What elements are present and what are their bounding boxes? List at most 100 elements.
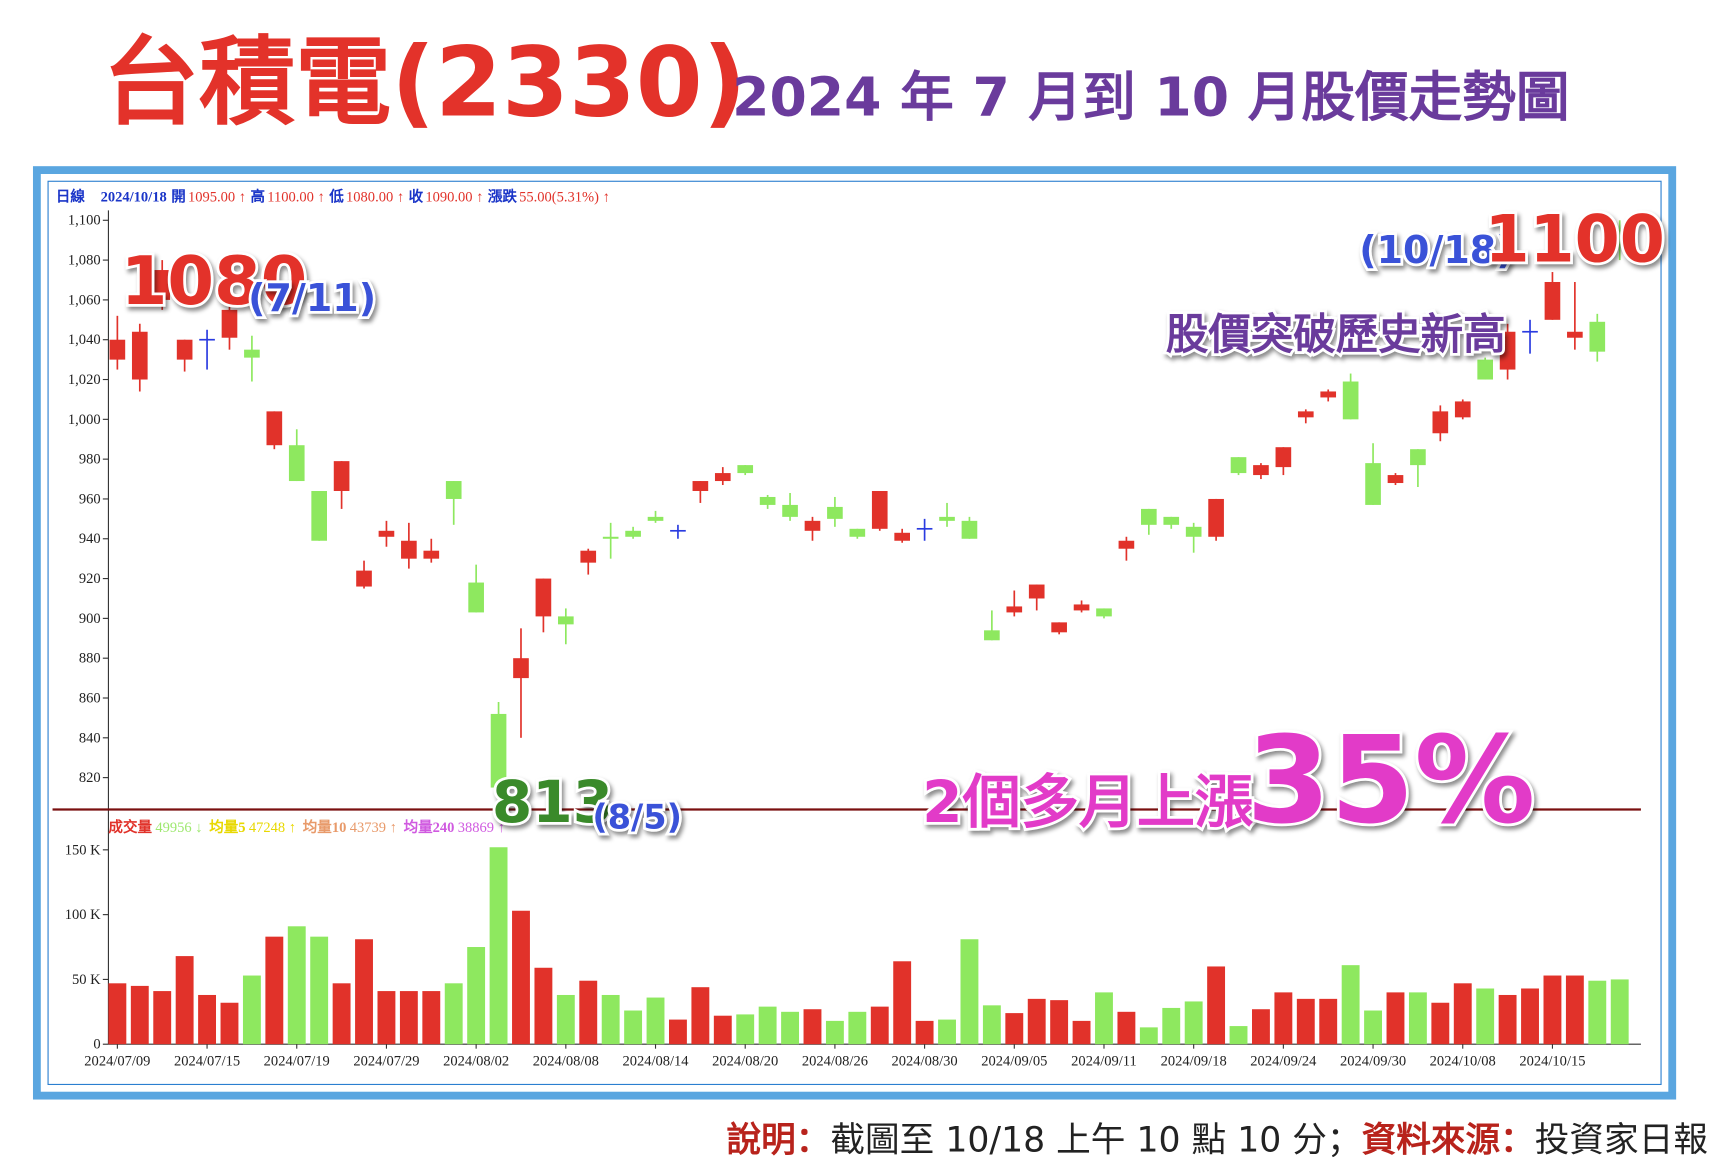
annotation: 股價突破歷史新高 <box>1166 311 1506 360</box>
volume-bar <box>1274 992 1293 1045</box>
candle-body <box>1118 540 1135 549</box>
candle-body <box>1208 498 1224 537</box>
value: 55.00(5.31%) ↑ <box>519 189 610 205</box>
volume-bar <box>960 939 979 1045</box>
volume-bar <box>1408 992 1427 1045</box>
volume-bar <box>444 983 463 1045</box>
candle-body <box>1028 584 1045 599</box>
candle-body <box>1410 449 1426 466</box>
label: 日線 <box>56 187 86 205</box>
volume-bar <box>691 987 710 1045</box>
volume-bar <box>803 1009 822 1045</box>
volume-bar <box>938 1019 956 1045</box>
candle-body <box>782 504 798 517</box>
candle-body <box>1499 331 1516 370</box>
candle-body <box>1073 604 1090 611</box>
candle-body <box>356 570 372 587</box>
y-tick-label: 860 <box>79 690 101 706</box>
volume-bar <box>1229 1026 1248 1045</box>
label: 開 <box>171 188 186 205</box>
volume-bar <box>399 991 418 1045</box>
volume-bar <box>870 1006 889 1045</box>
volume-bar <box>1207 966 1226 1045</box>
candle-body <box>468 582 484 613</box>
value: 47248 ↑ <box>249 820 296 836</box>
volume-bar <box>377 991 396 1045</box>
value: 49956 ↓ <box>155 820 202 836</box>
footer: 說明：截圖至 10/18 上午 10 點 10 分；資料來源：投資家日報 <box>726 1121 1708 1161</box>
volume-bar <box>1072 1020 1091 1045</box>
value: 1100.00 ↑ <box>267 189 325 205</box>
candle-body <box>871 490 888 529</box>
candle-body <box>1096 608 1112 617</box>
x-tick-label: 2024/09/30 <box>1340 1053 1406 1069</box>
volume-bar <box>713 1015 732 1045</box>
candle-body <box>1185 526 1202 537</box>
candle-body <box>714 473 731 482</box>
volume-bar <box>287 926 306 1045</box>
candle-body <box>154 270 171 300</box>
volume-bar <box>1521 988 1539 1045</box>
candle-body <box>131 331 148 380</box>
annotation: (8/5) <box>592 797 682 836</box>
candle-body <box>849 528 866 537</box>
volume-bar <box>1050 1000 1069 1045</box>
footer-label: 說明： <box>726 1121 830 1161</box>
y-tick-label: 50 K <box>72 972 101 988</box>
label: 2024/10/18 <box>101 189 167 205</box>
volume-bar <box>198 994 217 1045</box>
annotation: 35% <box>1246 711 1535 851</box>
volume-bar <box>108 983 127 1045</box>
candle-body <box>827 506 843 519</box>
candle-body <box>558 616 574 625</box>
x-tick-label: 2024/08/08 <box>533 1053 599 1069</box>
volume-bar <box>915 1020 934 1045</box>
volume-bar <box>1095 992 1113 1045</box>
candle-body <box>602 536 619 539</box>
candle-body <box>1432 411 1449 434</box>
footer-label: 資料來源： <box>1362 1121 1535 1161</box>
x-tick-label: 2024/08/02 <box>443 1053 509 1069</box>
volume-bar <box>422 991 441 1045</box>
candle-body <box>804 520 821 531</box>
y-tick-label: 1,080 <box>68 253 101 269</box>
candle-body <box>535 578 552 617</box>
volume-bar <box>893 961 912 1045</box>
y-tick-label: 900 <box>79 611 101 627</box>
x-tick-label: 2024/10/08 <box>1430 1053 1496 1069</box>
value: 1080.00 ↑ <box>346 189 404 205</box>
candle-body <box>894 532 911 541</box>
annotation: 2個多月上漲 <box>922 768 1254 836</box>
y-tick-label: 1,060 <box>68 292 101 308</box>
candle-body <box>1365 463 1381 505</box>
candle-body <box>1141 508 1157 525</box>
volume-bar <box>781 1011 800 1045</box>
x-tick-label: 2024/10/15 <box>1519 1053 1585 1069</box>
volume-bar <box>355 939 373 1045</box>
candle-body <box>244 349 260 358</box>
volume-bar <box>153 991 172 1045</box>
candle-body <box>311 490 328 541</box>
label: 成交量 <box>108 818 152 836</box>
volume-bar <box>1027 998 1046 1045</box>
candle-body <box>625 530 641 537</box>
volume-bar <box>579 980 598 1045</box>
volume-info-bar: 成交量 49956 ↓ 均量5 47248 ↑ 均量10 43739 ↑ 均量240 3886… <box>108 818 505 836</box>
volume-bar <box>1565 975 1584 1045</box>
volume-bar <box>646 997 665 1045</box>
x-tick-label: 2024/08/30 <box>892 1053 958 1069</box>
candle-body <box>1320 391 1337 398</box>
candle-body <box>176 339 193 360</box>
volume-bar <box>982 1005 1001 1045</box>
label: 高 <box>250 187 265 205</box>
x-tick-label: 2024/08/14 <box>622 1053 689 1069</box>
volume-bar <box>736 1014 755 1045</box>
volume-bar <box>1588 980 1607 1045</box>
x-tick-label: 2024/07/19 <box>264 1053 330 1069</box>
x-tick-label: 2024/07/09 <box>84 1053 150 1069</box>
footer-text: 截圖至 10/18 上午 10 點 10 分； <box>830 1121 1361 1161</box>
x-tick-label: 2024/09/11 <box>1071 1053 1137 1069</box>
candle-body <box>109 339 126 360</box>
candle-body <box>378 530 395 537</box>
